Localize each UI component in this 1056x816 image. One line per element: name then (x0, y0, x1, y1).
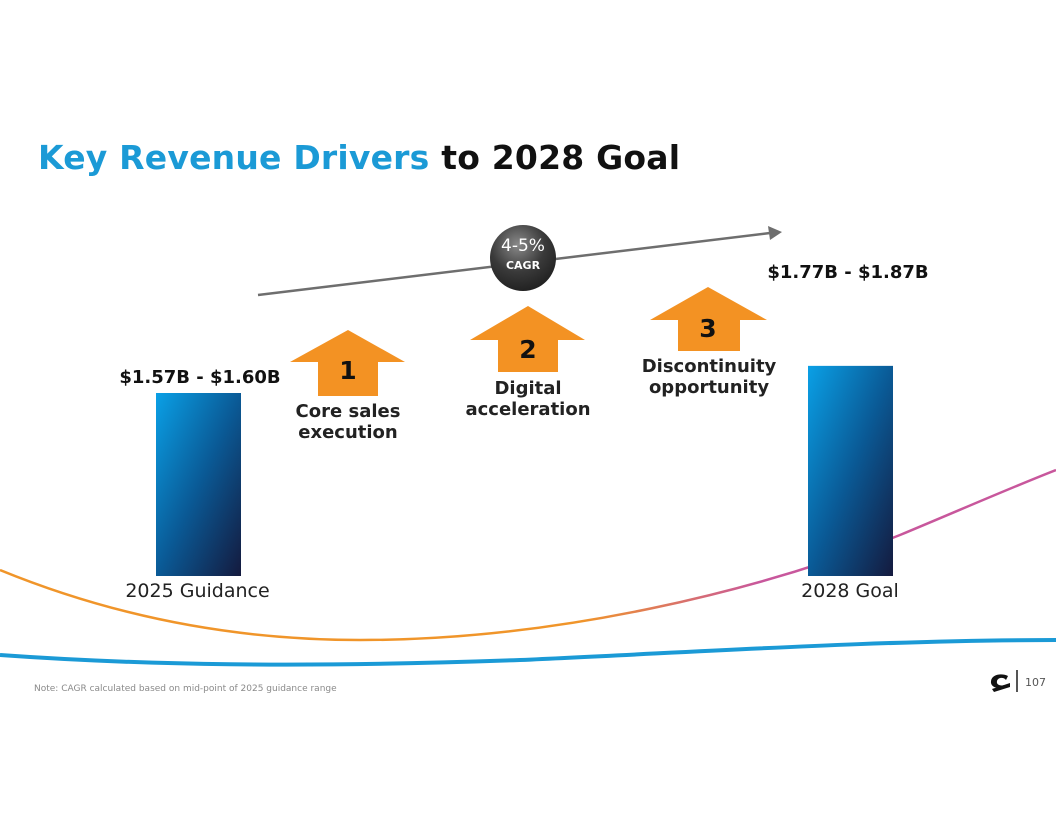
logo-divider (1016, 670, 1018, 692)
driver-number-1: 1 (339, 356, 357, 385)
driver-label-3-line1: Discontinuity (641, 356, 777, 377)
bar-2025-guidance (156, 393, 241, 576)
driver-number-2: 2 (519, 335, 537, 364)
cagr-badge: 4-5% CAGR (490, 225, 556, 291)
driver-number-3: 3 (699, 314, 717, 343)
bar-value-label-2028: $1.77B - $1.87B (767, 262, 929, 283)
footnote: Note: CAGR calculated based on mid-point… (34, 684, 337, 694)
company-logo-icon (990, 674, 1010, 692)
cagr-value: 4-5% (501, 236, 545, 256)
page-title: Key Revenue Drivers to 2028 Goal (38, 138, 680, 177)
driver-arrow-1 (290, 330, 405, 396)
page-number: 107 (1025, 676, 1046, 689)
driver-arrow-3 (650, 287, 767, 351)
wave-orange-pink (0, 468, 1056, 642)
driver-label-1-line2: execution (298, 422, 398, 443)
bar-2028-goal (808, 365, 893, 576)
driver-label-1: Core sales execution (268, 401, 428, 443)
driver-label-2-line2: acceleration (465, 399, 591, 420)
title-rest: to 2028 Goal (441, 138, 681, 177)
driver-label-3: Discontinuity opportunity (624, 356, 794, 398)
driver-arrow-2 (470, 306, 585, 372)
bar-value-label-2025: $1.57B - $1.60B (119, 367, 281, 388)
wave-blue (0, 638, 1056, 667)
cagr-trend-arrowhead (768, 226, 782, 240)
driver-label-1-line1: Core sales (295, 401, 401, 422)
title-highlight: Key Revenue Drivers (38, 138, 430, 177)
driver-label-2-line1: Digital (494, 378, 562, 399)
cagr-label: CAGR (505, 259, 541, 272)
category-label-2028: 2028 Goal (801, 580, 899, 602)
driver-label-2: Digital acceleration (448, 378, 608, 420)
category-label-2025: 2025 Guidance (125, 580, 270, 602)
driver-label-3-line2: opportunity (648, 377, 770, 398)
